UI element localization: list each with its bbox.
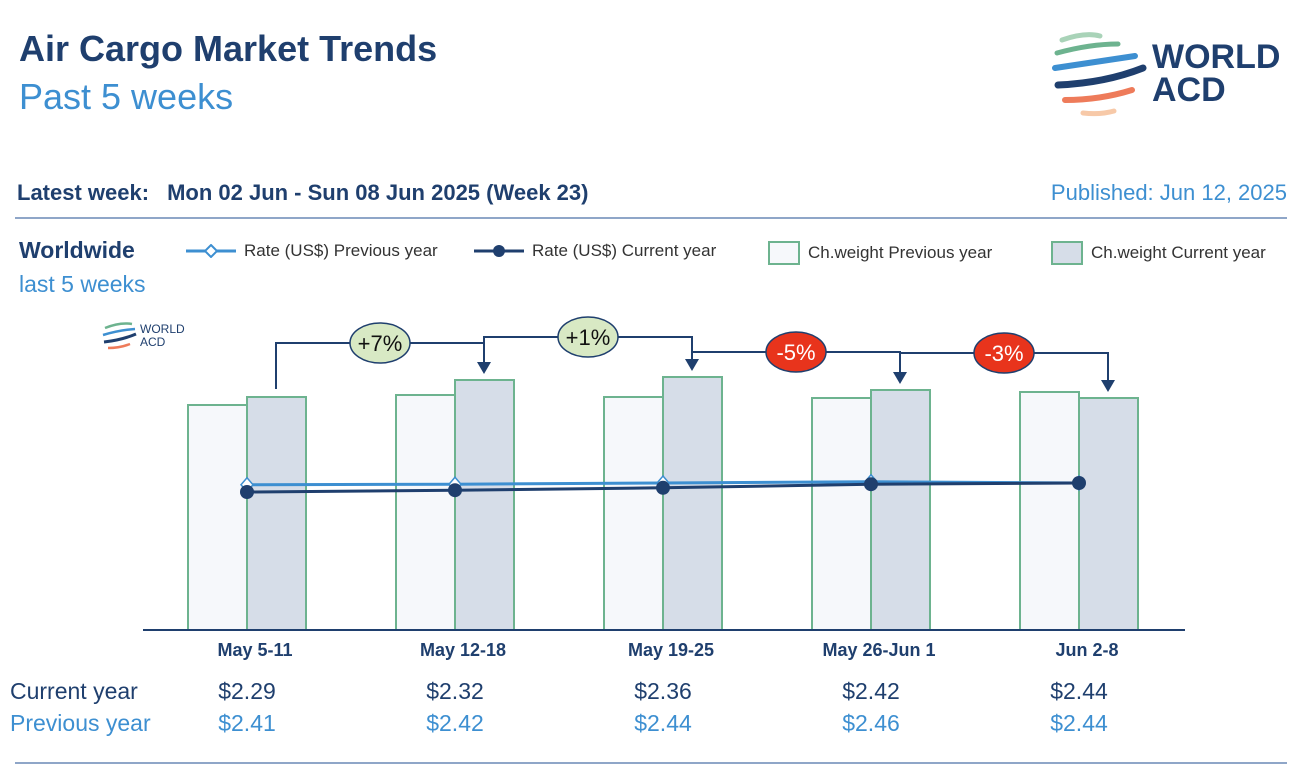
bar-weight-cur <box>662 376 723 631</box>
page-title: Air Cargo Market Trends <box>19 28 438 69</box>
divider <box>15 217 1287 219</box>
world-acd-logo: WORLD ACD <box>1052 32 1280 117</box>
legend-label: Ch.weight Current year <box>1091 243 1266 262</box>
divider <box>15 762 1287 764</box>
legend-rate-cur: Rate (US$) Current year <box>474 241 716 261</box>
category-label: May 19-25 <box>627 640 715 660</box>
page-subtitle: Past 5 weeks <box>19 76 234 117</box>
bar-weight-cur <box>1078 397 1139 631</box>
latest-week: Latest week: Mon 02 Jun - Sun 08 Jun 2025… <box>17 180 606 206</box>
svg-text:ACD: ACD <box>140 335 166 349</box>
legend-rate-prev: Rate (US$) Previous year <box>186 241 438 261</box>
point-rate-cur <box>1072 476 1086 490</box>
region-name: Worldwide <box>19 237 135 263</box>
rate-previous-value: $2.42 <box>426 710 484 736</box>
bar-weight-cur <box>454 379 515 631</box>
change-label: +7% <box>358 331 403 356</box>
bar-weight-prev <box>1019 391 1080 631</box>
rate-current-value: $2.29 <box>218 678 276 704</box>
row-label-current: Current year <box>10 678 138 704</box>
category-label: May 5-11 <box>217 640 293 660</box>
rate-current-value: $2.32 <box>426 678 484 704</box>
change-bubble <box>557 316 619 358</box>
legend-label: Rate (US$) Previous year <box>244 241 438 260</box>
chart: +7% +1% -5% -3% <box>143 316 1185 631</box>
rate-current-value: $2.36 <box>634 678 692 704</box>
rate-previous-value: $2.44 <box>1050 710 1108 736</box>
change-label: -3% <box>984 341 1023 366</box>
bar-weight-prev <box>395 394 456 631</box>
bar-weight-prev <box>811 397 872 631</box>
rate-current-value: $2.44 <box>1050 678 1108 704</box>
bar-weight-prev <box>187 404 248 631</box>
rate-previous-value: $2.46 <box>842 710 900 736</box>
legend-label: Ch.weight Previous year <box>808 243 993 262</box>
change-label: +1% <box>566 325 611 350</box>
change-bubble <box>765 331 827 373</box>
published-date: Published: Jun 12, 2025 <box>1050 180 1287 205</box>
category-label: May 26-Jun 1 <box>822 640 936 660</box>
point-rate-cur <box>448 483 462 498</box>
legend-weight-cur: Ch.weight Current year <box>1051 241 1266 265</box>
rate-previous-value: $2.44 <box>634 710 692 736</box>
category-label: Jun 2-8 <box>1055 640 1119 660</box>
swatch-icon <box>1051 241 1083 265</box>
svg-text:WORLD: WORLD <box>140 322 185 336</box>
row-label-previous: Previous year <box>10 710 151 736</box>
region-period: last 5 weeks <box>19 271 146 297</box>
legend-label: Rate (US$) Current year <box>532 241 717 260</box>
bar-weight-cur <box>870 389 931 631</box>
point-rate-cur <box>656 480 670 495</box>
change-bubble <box>349 322 411 364</box>
latest-week-label: Latest week: <box>17 180 150 205</box>
change-bubble <box>973 332 1035 374</box>
line-dot-icon <box>474 245 524 257</box>
point-rate-cur <box>240 485 254 499</box>
rate-previous-value: $2.41 <box>218 710 276 736</box>
point-rate-cur <box>864 477 878 492</box>
category-label: May 12-18 <box>419 640 507 660</box>
svg-text:WORLD: WORLD <box>1152 38 1280 76</box>
line-diamond-icon <box>186 244 236 258</box>
svg-text:ACD: ACD <box>1152 71 1226 109</box>
swatch-icon <box>768 241 800 265</box>
latest-week-value: Mon 02 Jun - Sun 08 Jun 2025 (Week 23) <box>167 180 589 205</box>
legend-weight-prev: Ch.weight Previous year <box>768 241 992 265</box>
arrow-down-icon <box>1101 380 1115 392</box>
bar-weight-cur <box>246 396 307 631</box>
change-label: -5% <box>776 340 815 365</box>
rate-current-value: $2.42 <box>842 678 900 704</box>
bar-weight-prev <box>603 396 664 631</box>
